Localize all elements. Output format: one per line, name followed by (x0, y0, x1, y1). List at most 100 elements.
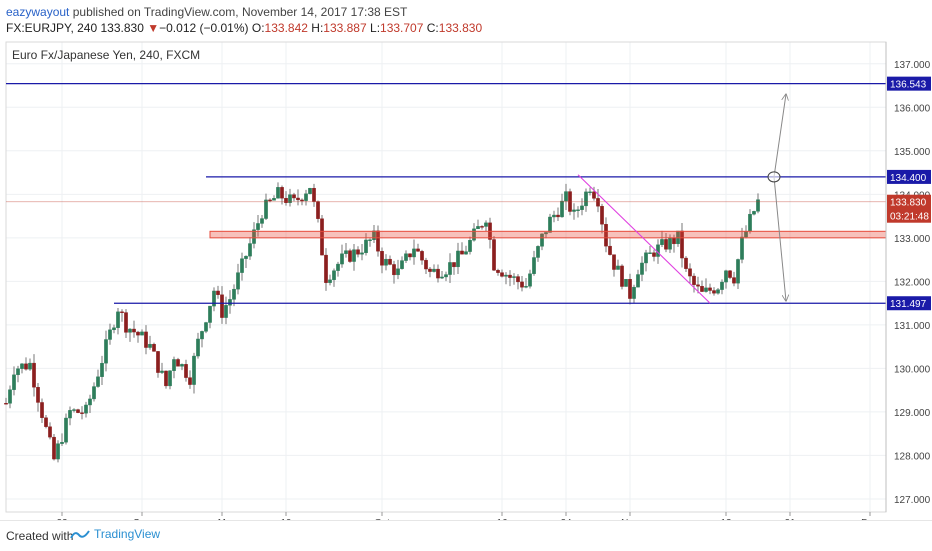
candle-body (68, 410, 72, 419)
ohlc-legend: FX:EURJPY, 240 133.830 ▼−0.012 (−0.01%) … (6, 21, 482, 35)
candle-body (424, 259, 428, 270)
y-tick-label: 135.000 (894, 147, 931, 158)
candle-body (56, 443, 60, 460)
candle-body (120, 311, 124, 314)
last-value: 133.830 (100, 21, 144, 35)
low-value: 133.707 (380, 21, 424, 35)
tradingview-link[interactable]: TradingView (70, 527, 160, 541)
candle-body (516, 276, 520, 283)
x-tick-label: 13 (720, 518, 732, 520)
last-price-tag (887, 194, 931, 223)
candle-body (308, 187, 312, 194)
tradingview-logo-icon (70, 530, 90, 539)
candle-body (376, 230, 380, 252)
publish-info: eazywayout published on TradingView.com,… (6, 5, 407, 19)
candle-body (64, 417, 68, 443)
candle-body (600, 206, 604, 225)
candle-body (576, 209, 580, 211)
candle-body (292, 194, 296, 199)
candle-body (92, 386, 96, 400)
candle-body (412, 248, 416, 258)
candle-body (692, 275, 696, 285)
time-axis[interactable]: 22 Sep 11 19 Oct 16 24 Nov 13 21 Dec (56, 512, 879, 520)
candle-body (456, 250, 460, 268)
candle-body (340, 253, 344, 265)
candle-body (380, 251, 384, 266)
candle-body (72, 409, 76, 411)
candle-body (300, 199, 304, 202)
candle-body (344, 250, 348, 254)
candle-body (48, 426, 52, 438)
candle-body (32, 362, 36, 388)
x-tick-label: 11 (217, 518, 228, 520)
candle-body (112, 327, 116, 331)
candle-body (504, 274, 508, 277)
candle-body (544, 232, 548, 235)
candle-body (540, 233, 544, 247)
candle-body (556, 214, 560, 218)
candle-body (228, 299, 232, 306)
candle-body (204, 322, 208, 332)
price-axis[interactable]: 127.000 128.000 129.000 130.000 131.000 132.0… (885, 42, 931, 512)
candle-body (428, 268, 432, 272)
candle-body (272, 198, 276, 201)
candle-body (136, 331, 140, 336)
x-tick-label: 21 (784, 518, 796, 520)
y-tick-label: 128.000 (894, 451, 931, 462)
candle-body (444, 274, 448, 278)
candle-body (280, 187, 284, 199)
candle-body (588, 191, 592, 194)
candle-body (648, 252, 652, 254)
trendline (577, 174, 711, 304)
candle-body (268, 199, 272, 202)
open-value: 133.842 (264, 21, 308, 35)
y-tick-label: 129.000 (894, 408, 931, 419)
candle-body (632, 286, 636, 299)
candle-body (756, 199, 760, 212)
candle-body (604, 224, 608, 247)
x-tick-label: 22 (56, 518, 68, 520)
candle-body (352, 249, 356, 262)
x-tick-label: Nov (621, 518, 639, 520)
candle-body (404, 253, 408, 261)
candle-body (40, 402, 44, 418)
candle-body (628, 278, 632, 299)
candle-body (224, 305, 228, 318)
candle-body (748, 213, 752, 232)
candle-body (184, 364, 188, 378)
candle-body (420, 251, 424, 261)
candle-body (400, 260, 404, 269)
candle-body (572, 209, 576, 212)
candle-body (4, 403, 8, 405)
breakout-marker (767, 171, 781, 183)
candle-body (416, 248, 420, 252)
candle-body (116, 311, 120, 328)
candle-body (672, 237, 676, 245)
candle-body (140, 331, 144, 336)
low-label: L: (370, 21, 381, 35)
candle-body (192, 355, 196, 385)
candle-body (244, 255, 248, 259)
candle-body (312, 187, 316, 202)
level-price-label: 134.400 (890, 173, 927, 184)
author-link[interactable]: eazywayout (6, 5, 70, 19)
candle-body (596, 198, 600, 207)
change-arrow-icon: ▼ (147, 21, 160, 35)
price-chart[interactable]: Euro Fx/Japanese Yen, 240, FXCM 127.0001… (0, 0, 932, 520)
candle-body (236, 272, 240, 290)
candle-body (460, 250, 464, 255)
candle-body (664, 239, 668, 250)
candle-body (512, 276, 516, 278)
candle-body (620, 265, 624, 287)
candle-body (360, 252, 364, 255)
y-tick-label: 131.000 (894, 321, 931, 332)
candle-body (432, 268, 436, 272)
level-price-tag (887, 76, 931, 91)
candle-body (144, 331, 148, 348)
candle-body (612, 254, 616, 270)
candle-body (408, 253, 412, 258)
x-tick-label: Sep (133, 518, 151, 520)
candle-body (448, 262, 452, 275)
candle-body (484, 222, 488, 227)
candle-body (324, 254, 328, 283)
